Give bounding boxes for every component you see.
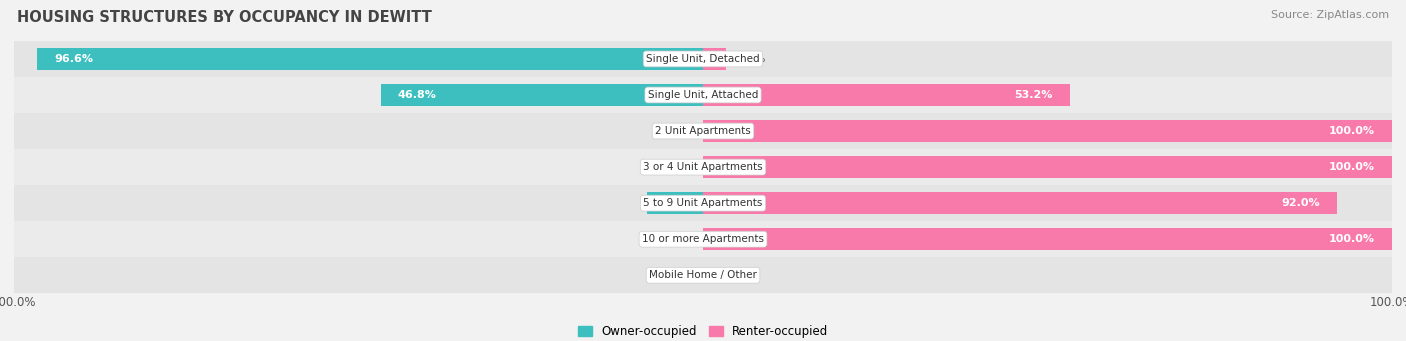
Text: 100.0%: 100.0% xyxy=(1329,234,1375,244)
Bar xyxy=(703,228,1392,250)
Bar xyxy=(14,185,1392,221)
Bar xyxy=(14,113,1392,149)
Bar xyxy=(703,120,1392,142)
Text: Source: ZipAtlas.com: Source: ZipAtlas.com xyxy=(1271,10,1389,20)
Bar xyxy=(703,84,1070,106)
Text: 0.0%: 0.0% xyxy=(661,234,689,244)
Text: 92.0%: 92.0% xyxy=(1281,198,1320,208)
Bar xyxy=(703,156,1392,178)
Text: 0.0%: 0.0% xyxy=(661,126,689,136)
Bar xyxy=(14,257,1392,293)
Bar xyxy=(14,77,1392,113)
Bar xyxy=(647,192,703,214)
Text: 10 or more Apartments: 10 or more Apartments xyxy=(643,234,763,244)
Text: 8.1%: 8.1% xyxy=(665,198,696,208)
Text: Mobile Home / Other: Mobile Home / Other xyxy=(650,270,756,280)
Text: 0.0%: 0.0% xyxy=(717,270,745,280)
Text: 0.0%: 0.0% xyxy=(661,270,689,280)
Text: 5 to 9 Unit Apartments: 5 to 9 Unit Apartments xyxy=(644,198,762,208)
Bar xyxy=(703,48,727,70)
Text: 53.2%: 53.2% xyxy=(1014,90,1052,100)
Text: 0.0%: 0.0% xyxy=(661,162,689,172)
Text: 96.6%: 96.6% xyxy=(55,54,94,64)
Text: HOUSING STRUCTURES BY OCCUPANCY IN DEWITT: HOUSING STRUCTURES BY OCCUPANCY IN DEWIT… xyxy=(17,10,432,25)
Text: 3 or 4 Unit Apartments: 3 or 4 Unit Apartments xyxy=(643,162,763,172)
Text: Single Unit, Detached: Single Unit, Detached xyxy=(647,54,759,64)
Bar xyxy=(14,149,1392,185)
Text: 3.4%: 3.4% xyxy=(737,54,765,64)
Bar xyxy=(381,84,703,106)
Bar xyxy=(14,41,1392,77)
Bar xyxy=(14,221,1392,257)
Text: Single Unit, Attached: Single Unit, Attached xyxy=(648,90,758,100)
Text: 100.0%: 100.0% xyxy=(1329,162,1375,172)
Text: 46.8%: 46.8% xyxy=(398,90,437,100)
Text: 100.0%: 100.0% xyxy=(1329,126,1375,136)
Text: 2 Unit Apartments: 2 Unit Apartments xyxy=(655,126,751,136)
Legend: Owner-occupied, Renter-occupied: Owner-occupied, Renter-occupied xyxy=(572,321,834,341)
Bar xyxy=(38,48,703,70)
Bar xyxy=(703,192,1337,214)
